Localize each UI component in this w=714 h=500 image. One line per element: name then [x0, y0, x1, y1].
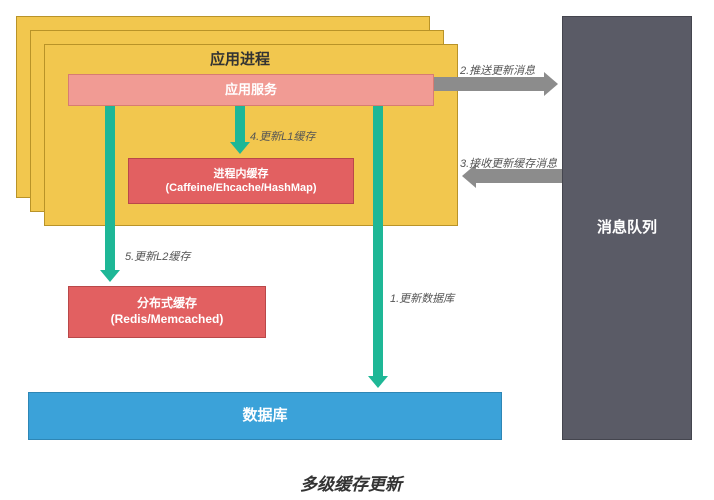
- arrow-head-a_db: [368, 376, 388, 388]
- arrow-a_push: [434, 77, 544, 91]
- l1-cache-line1: 进程内缓存: [166, 167, 317, 181]
- app-service-label: 应用服务: [225, 82, 277, 99]
- label-2-push-msg: 2.推送更新消息: [460, 62, 535, 78]
- l1-cache-box: 进程内缓存 (Caffeine/Ehcache/HashMap): [128, 158, 354, 204]
- database-box: 数据库: [28, 392, 502, 440]
- arrow-a_l2: [105, 106, 115, 270]
- label-1-update-db: 1.更新数据库: [390, 290, 454, 306]
- arrow-a_db: [373, 106, 383, 376]
- message-queue-box: 消息队列: [562, 16, 692, 440]
- database-label: 数据库: [242, 406, 287, 426]
- label-5-update-l2: 5.更新L2缓存: [125, 248, 190, 264]
- l2-cache-line1: 分布式缓存: [111, 296, 224, 312]
- arrow-head-a_l1: [230, 142, 250, 154]
- arrow-a_recv: [476, 169, 562, 183]
- l2-cache-box: 分布式缓存 (Redis/Memcached): [68, 286, 266, 338]
- label-3-recv-msg: 3.接收更新缓存消息: [460, 155, 557, 171]
- arrow-head-a_push: [544, 72, 558, 96]
- app-service-box: 应用服务: [68, 74, 434, 106]
- arrow-a_l1: [235, 106, 245, 142]
- arrow-head-a_l2: [100, 270, 120, 282]
- label-4-update-l1: 4.更新L1缓存: [250, 128, 315, 144]
- diagram-caption: 多级缓存更新: [300, 470, 402, 495]
- l1-cache-line2: (Caffeine/Ehcache/HashMap): [166, 181, 317, 195]
- app-process-title-text: 应用进程: [210, 50, 270, 70]
- app-process-title: 应用进程: [210, 50, 270, 70]
- l2-cache-line2: (Redis/Memcached): [111, 312, 224, 328]
- message-queue-label: 消息队列: [597, 218, 657, 238]
